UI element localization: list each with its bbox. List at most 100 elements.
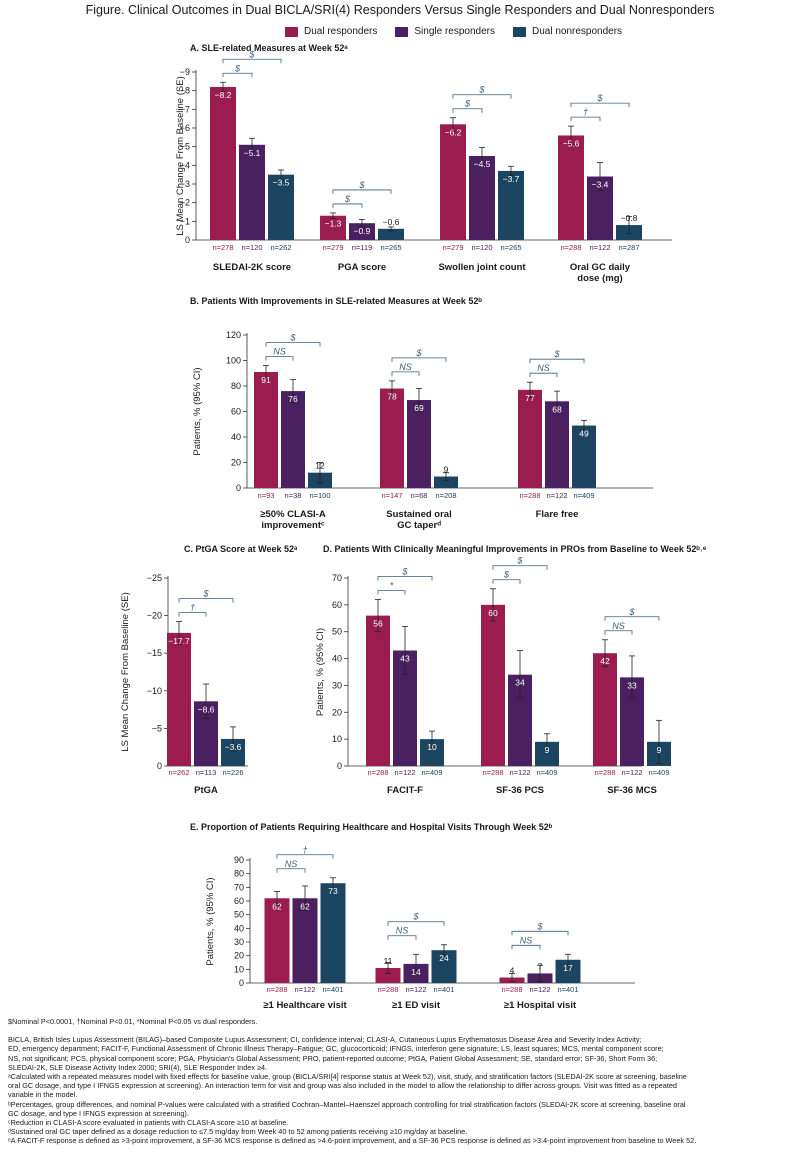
significance-bracket xyxy=(178,598,234,603)
data-label: −8.6 xyxy=(198,704,215,714)
legend-label: Dual nonresponders xyxy=(531,26,623,37)
n-label: n=409 xyxy=(573,491,594,500)
data-label: 33 xyxy=(627,680,637,690)
n-label: n=122 xyxy=(509,768,530,777)
footnotes: $Nominal P<0.0001, †Nominal P<0.01, *Nom… xyxy=(8,1017,794,1146)
category-label: Swollen joint count xyxy=(438,262,526,273)
n-label: n=401 xyxy=(433,985,454,994)
n-label: n=119 xyxy=(352,243,373,252)
significance-mark: † xyxy=(190,603,195,613)
y-axis-label: Patients, % (95% CI) xyxy=(315,628,326,716)
bar xyxy=(545,401,569,488)
data-label: 24 xyxy=(439,953,449,963)
chart-panel-a: A. SLE-related Measures at Week 52ᵃ LS Me… xyxy=(175,43,672,284)
y-tick-label: 0 xyxy=(185,235,190,245)
y-tick-label: 50 xyxy=(332,627,342,637)
bar xyxy=(378,228,404,240)
n-label: n=401 xyxy=(322,985,343,994)
y-tick-label: 10 xyxy=(234,964,244,974)
bar xyxy=(440,124,466,240)
category-label: SLEDAI-2K score xyxy=(213,262,291,273)
n-label: n=93 xyxy=(258,491,275,500)
significance-bracket xyxy=(511,930,569,936)
n-label: n=122 xyxy=(621,768,642,777)
panel-title: C. PtGA Score at Week 52ᵃ xyxy=(184,544,298,554)
footnote-line: ᶜReduction in CLASI-A score evaluated in… xyxy=(8,1118,289,1128)
data-label: 49 xyxy=(579,429,589,439)
bar xyxy=(210,86,236,240)
bar xyxy=(558,135,584,240)
significance-mark: $ xyxy=(234,63,241,73)
y-tick-label: 20 xyxy=(231,458,241,468)
significance-mark: $ xyxy=(202,589,209,599)
n-label: n=262 xyxy=(168,768,189,777)
category-label: FACIT-F xyxy=(387,785,423,796)
n-label: n=288 xyxy=(482,768,503,777)
bar xyxy=(349,223,375,240)
n-label: n=265 xyxy=(380,243,401,252)
significance-mark: NS xyxy=(537,363,550,373)
y-tick-label: −2 xyxy=(180,198,190,208)
y-tick-label: 90 xyxy=(234,855,244,865)
legend-label: Dual responders xyxy=(304,26,378,37)
data-label: 56 xyxy=(373,619,383,629)
y-axis-label: LS Mean Change From Baseline (SE) xyxy=(120,592,131,751)
data-label: 4 xyxy=(510,966,515,976)
significance-mark: † xyxy=(583,107,588,117)
footnote-symbols: $Nominal P<0.0001, †Nominal P<0.01, *Nom… xyxy=(8,1017,258,1026)
data-label: 12 xyxy=(315,461,325,471)
data-label: 43 xyxy=(400,654,410,664)
significance-mark: $ xyxy=(516,556,523,566)
legend-label: Single responders xyxy=(414,26,495,37)
data-label: 14 xyxy=(411,967,421,977)
y-tick-label: 80 xyxy=(231,381,241,391)
y-axis-label: Patients, % (95% CI) xyxy=(192,367,203,455)
y-tick-label: −3 xyxy=(180,179,190,189)
y-tick-label: −9 xyxy=(180,67,190,77)
y-tick-label: 0 xyxy=(239,978,244,988)
bar xyxy=(254,371,278,488)
n-label: n=401 xyxy=(557,985,578,994)
significance-bracket xyxy=(452,94,512,99)
significance-mark: NS xyxy=(520,935,533,945)
bar xyxy=(366,615,390,766)
category-label: PtGA xyxy=(194,785,218,796)
bar xyxy=(518,389,542,488)
bar xyxy=(268,174,294,240)
significance-mark: $ xyxy=(248,49,255,59)
significance-mark: $ xyxy=(536,921,543,931)
significance-bracket xyxy=(222,58,282,64)
y-tick-label: 0 xyxy=(337,761,342,771)
category-label: Oral GC daily xyxy=(570,262,631,273)
legend-swatch-single-responders xyxy=(395,26,409,37)
bar xyxy=(434,476,458,488)
panel-title: D. Patients With Clinically Meaningful I… xyxy=(323,544,707,554)
category-label: ≥1 ED visit xyxy=(392,1000,441,1011)
significance-bracket xyxy=(529,372,558,378)
category-label: SF-36 PCS xyxy=(496,785,544,796)
data-label: 69 xyxy=(414,403,424,413)
data-label: −0.6 xyxy=(383,217,400,227)
y-tick-label: 40 xyxy=(332,654,342,664)
y-tick-label: 40 xyxy=(231,432,241,442)
category-label: Flare free xyxy=(536,509,579,520)
footnote-line: NS, not significant; PCS, physical compo… xyxy=(8,1053,658,1063)
significance-bracket xyxy=(391,371,420,376)
n-label: n=38 xyxy=(285,491,302,500)
n-label: n=278 xyxy=(212,243,233,252)
n-label: n=279 xyxy=(442,243,463,252)
y-tick-label: −8 xyxy=(180,86,190,96)
bar xyxy=(498,170,524,240)
data-label: −6.2 xyxy=(445,127,462,137)
data-label: −1.3 xyxy=(325,219,342,229)
significance-mark: NS xyxy=(399,362,412,372)
data-label: −3.4 xyxy=(592,180,609,190)
category-label: SF-36 MCS xyxy=(607,785,657,796)
footnote-line: ᵉA FACIT-F response is defined as >3-poi… xyxy=(8,1136,697,1146)
y-tick-label: 30 xyxy=(234,937,244,947)
y-tick-label: 60 xyxy=(332,600,342,610)
y-tick-label: −15 xyxy=(147,648,162,658)
significance-bracket xyxy=(492,579,521,584)
significance-mark: $ xyxy=(358,180,365,190)
y-tick-label: 80 xyxy=(234,869,244,879)
